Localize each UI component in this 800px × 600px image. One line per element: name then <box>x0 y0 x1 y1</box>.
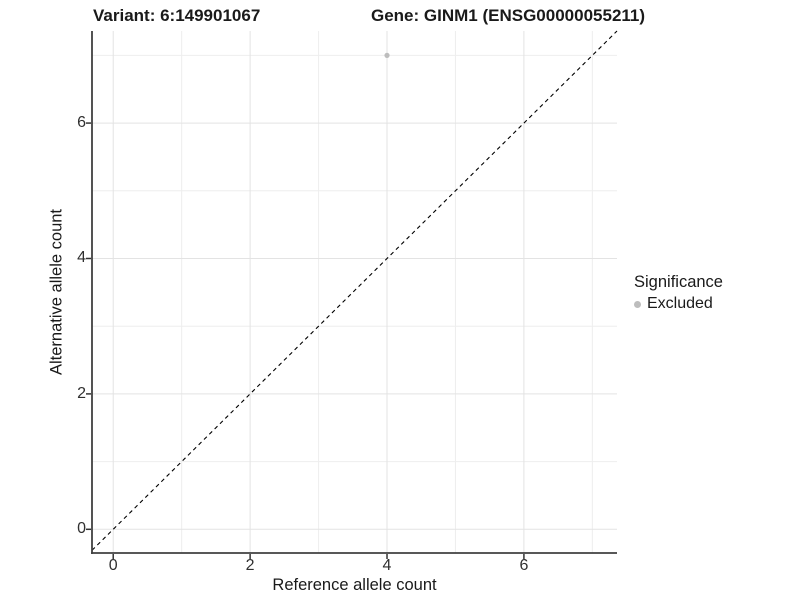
minor-gridlines <box>92 31 617 553</box>
y-tick-label-3: 6 <box>77 114 86 132</box>
y-axis-label: Alternative allele count <box>47 208 66 376</box>
identity-reference-line <box>91 30 618 551</box>
gene-title: Gene: GINM1 (ENSG00000055211) <box>371 6 646 25</box>
x-tick-label-0: 0 <box>108 557 118 574</box>
axis-lines <box>91 31 617 554</box>
variant-title: Variant: 6:149901067 <box>93 6 261 25</box>
legend-entry-excluded: Excluded <box>634 295 723 313</box>
x-tick-label-2: 4 <box>382 557 392 574</box>
data-points <box>384 52 390 58</box>
tick-marks <box>86 122 525 559</box>
legend: Significance Excluded <box>634 272 723 313</box>
y-tick-label-0: 0 <box>77 520 86 538</box>
x-tick-label-3: 6 <box>519 557 529 574</box>
x-tick-label-1: 2 <box>245 557 255 574</box>
y-tick-label-1: 2 <box>77 384 86 402</box>
legend-title: Significance <box>634 273 723 291</box>
legend-entry-label: Excluded <box>647 295 713 312</box>
scatter-point <box>384 52 390 58</box>
major-gridlines <box>92 31 617 553</box>
excluded-point-marker-icon <box>634 300 641 308</box>
x-axis-label: Reference allele count <box>272 576 437 594</box>
y-tick-label-2: 4 <box>77 249 86 267</box>
